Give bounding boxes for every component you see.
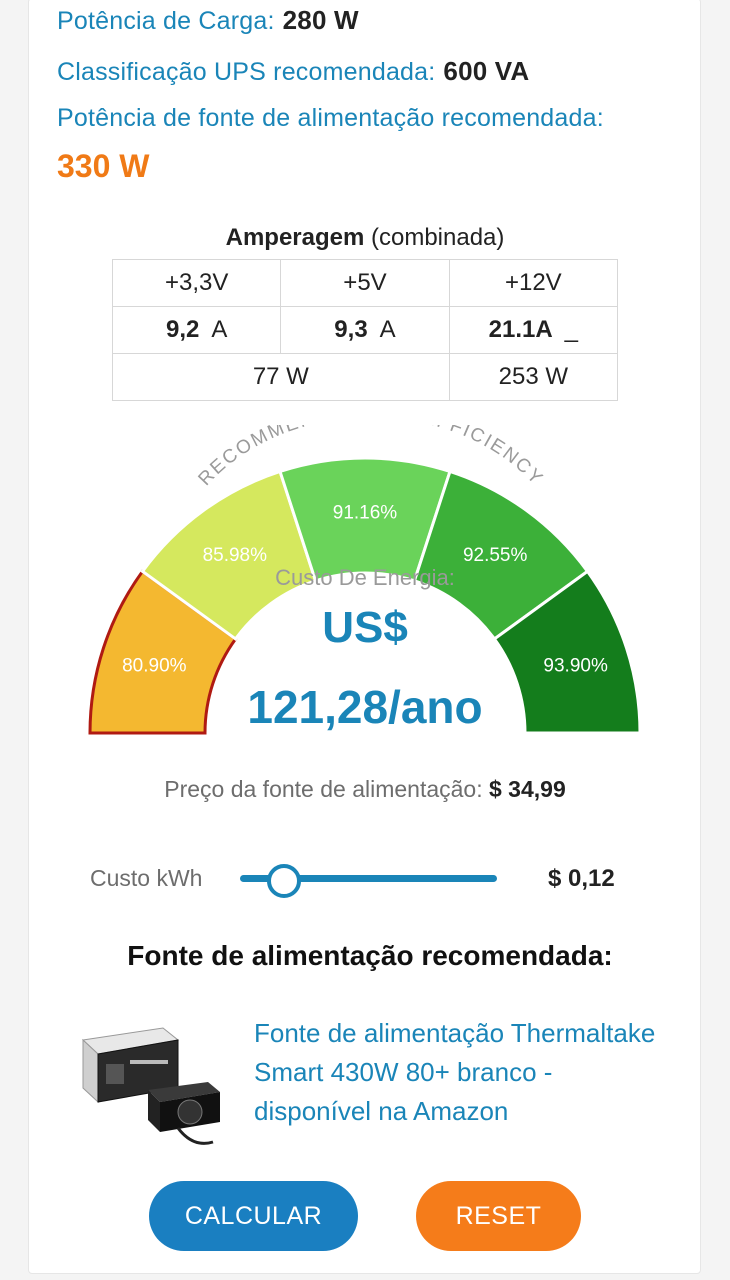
watts-low-rails: 77 W bbox=[113, 354, 450, 401]
gauge-segment-label-2: 85.98% bbox=[203, 545, 268, 566]
amps-5v-cell: 9,3 A bbox=[281, 307, 449, 354]
amperage-table: +3,3V +5V +12V 9,2 A 9,3 A 21.1A _ 77 W 253… bbox=[112, 259, 618, 401]
calculate-button[interactable]: CALCULAR bbox=[149, 1181, 358, 1251]
recommended-psu-link[interactable]: Fonte de alimentação Thermaltake Smart 4… bbox=[254, 1014, 674, 1131]
psu-price-value: $ 34,99 bbox=[489, 776, 566, 802]
amps-3v3-cell: 9,2 A bbox=[113, 307, 281, 354]
kwh-cost-value: $ 0,12 bbox=[548, 865, 615, 893]
gauge-segment-label-3: 91.16% bbox=[333, 503, 398, 524]
gauge-segment-label-5: 93.90% bbox=[543, 656, 608, 677]
psu-price-label: Preço da fonte de alimentação: bbox=[164, 776, 482, 802]
ups-rating-value: 600 VA bbox=[443, 56, 529, 86]
amps-12v-value: 21.1A bbox=[489, 316, 553, 343]
gauge-segment-label-4: 92.55% bbox=[463, 545, 528, 566]
voltage-12v-header: +12V bbox=[449, 260, 617, 307]
recommended-psu-title: Fonte de alimentação recomendada: bbox=[0, 940, 730, 972]
amperage-title: Amperagem (combinada) bbox=[0, 224, 730, 252]
amps-5v-unit: A bbox=[380, 316, 396, 343]
amps-3v3-value: 9,2 bbox=[166, 316, 199, 343]
amps-12v-unit: _ bbox=[565, 316, 578, 343]
reset-button[interactable]: RESET bbox=[416, 1181, 581, 1251]
voltage-3v3-header: +3,3V bbox=[113, 260, 281, 307]
psu-product-image[interactable] bbox=[78, 1020, 228, 1150]
voltage-header-row: +3,3V +5V +12V bbox=[113, 260, 618, 307]
amps-3v3-unit: A bbox=[211, 316, 227, 343]
ups-rating-label: Classificação UPS recomendada: bbox=[57, 58, 435, 86]
kwh-slider-handle[interactable] bbox=[267, 864, 301, 898]
energy-cost-label: Custo De Energia: bbox=[0, 565, 730, 591]
gauge-segment-label-1: 80.90% bbox=[122, 656, 187, 677]
load-power-value: 280 W bbox=[283, 5, 359, 35]
load-power-row: Potência de Carga: 280 W bbox=[57, 5, 359, 36]
watts-12v-rail: 253 W bbox=[449, 354, 617, 401]
amps-5v-value: 9,3 bbox=[334, 316, 367, 343]
amperage-title-rest: (combinada) bbox=[364, 224, 504, 251]
psu-price: Preço da fonte de alimentação: $ 34,99 bbox=[0, 776, 730, 803]
energy-cost-currency: US$ bbox=[0, 603, 730, 653]
amps-row: 9,2 A 9,3 A 21.1A _ bbox=[113, 307, 618, 354]
psu-recommended-value: 330 W bbox=[57, 148, 149, 185]
voltage-5v-header: +5V bbox=[281, 260, 449, 307]
watts-row: 77 W 253 W bbox=[113, 354, 618, 401]
ups-rating-row: Classificação UPS recomendada: 600 VA bbox=[57, 56, 529, 87]
amperage-title-bold: Amperagem bbox=[226, 224, 365, 251]
psu-recommended-label: Potência de fonte de alimentação recomen… bbox=[57, 104, 604, 133]
kwh-cost-label: Custo kWh bbox=[90, 865, 202, 892]
amps-12v-cell: 21.1A _ bbox=[449, 307, 617, 354]
energy-cost-value: 121,28/ano bbox=[0, 680, 730, 734]
load-power-label: Potência de Carga: bbox=[57, 7, 275, 35]
